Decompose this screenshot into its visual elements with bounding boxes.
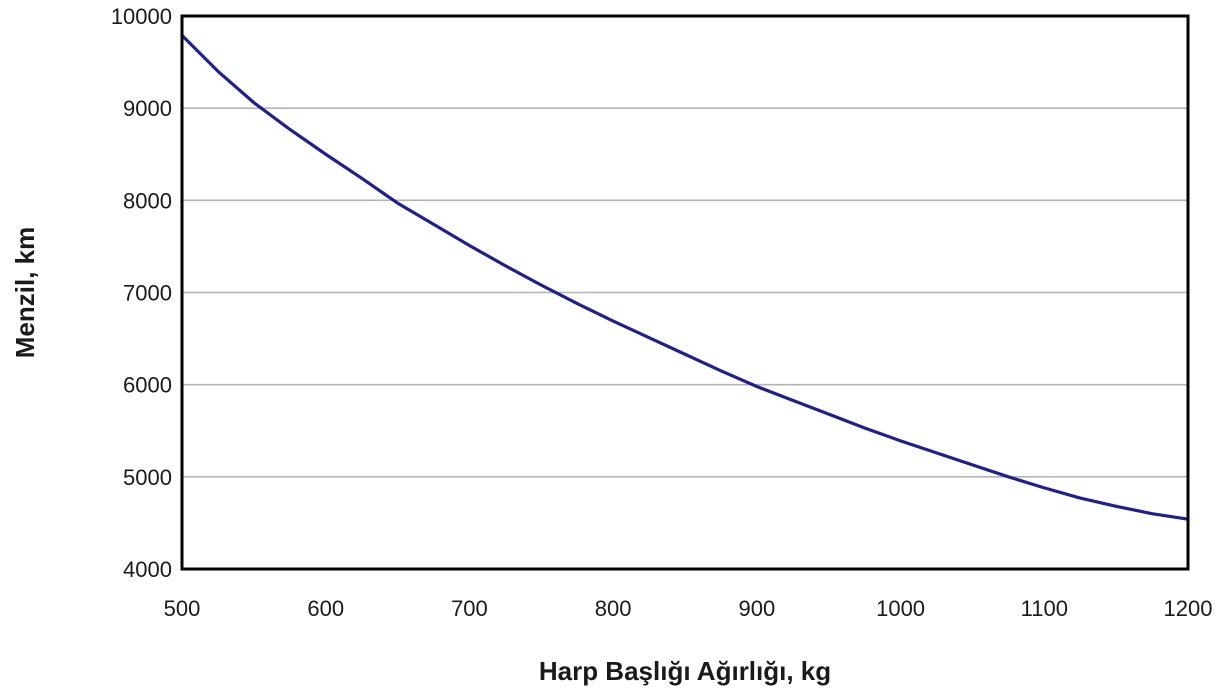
y-tick-label: 4000 <box>123 557 172 582</box>
x-axis-ticks: 500 600 700 800 900 1000 1100 1200 <box>164 596 1213 621</box>
y-tick-label: 9000 <box>123 96 172 121</box>
x-tick-label: 800 <box>595 596 632 621</box>
x-tick-label: 1000 <box>876 596 925 621</box>
x-tick-label: 600 <box>307 596 344 621</box>
y-tick-label: 7000 <box>123 281 172 306</box>
x-axis-title: Harp Başlığı Ağırlığı, kg <box>539 656 831 686</box>
x-tick-label: 700 <box>451 596 488 621</box>
series-line-0 <box>180 33 1190 521</box>
grid-layer <box>182 107 1188 478</box>
y-tick-label: 8000 <box>123 188 172 213</box>
plot-frame <box>180 14 1190 571</box>
y-tick-label: 5000 <box>123 465 172 490</box>
y-axis-title: Menzil, km <box>10 227 40 358</box>
x-tick-label: 1100 <box>1021 596 1068 621</box>
y-axis-ticks: 4000 5000 6000 7000 8000 9000 10000 <box>111 4 172 582</box>
x-tick-label: 500 <box>164 596 201 621</box>
y-tick-label: 10000 <box>111 4 172 29</box>
y-tick-label: 6000 <box>123 373 172 398</box>
x-tick-label: 900 <box>738 596 775 621</box>
series-layer <box>180 33 1190 521</box>
x-tick-label: 1200 <box>1164 596 1213 621</box>
